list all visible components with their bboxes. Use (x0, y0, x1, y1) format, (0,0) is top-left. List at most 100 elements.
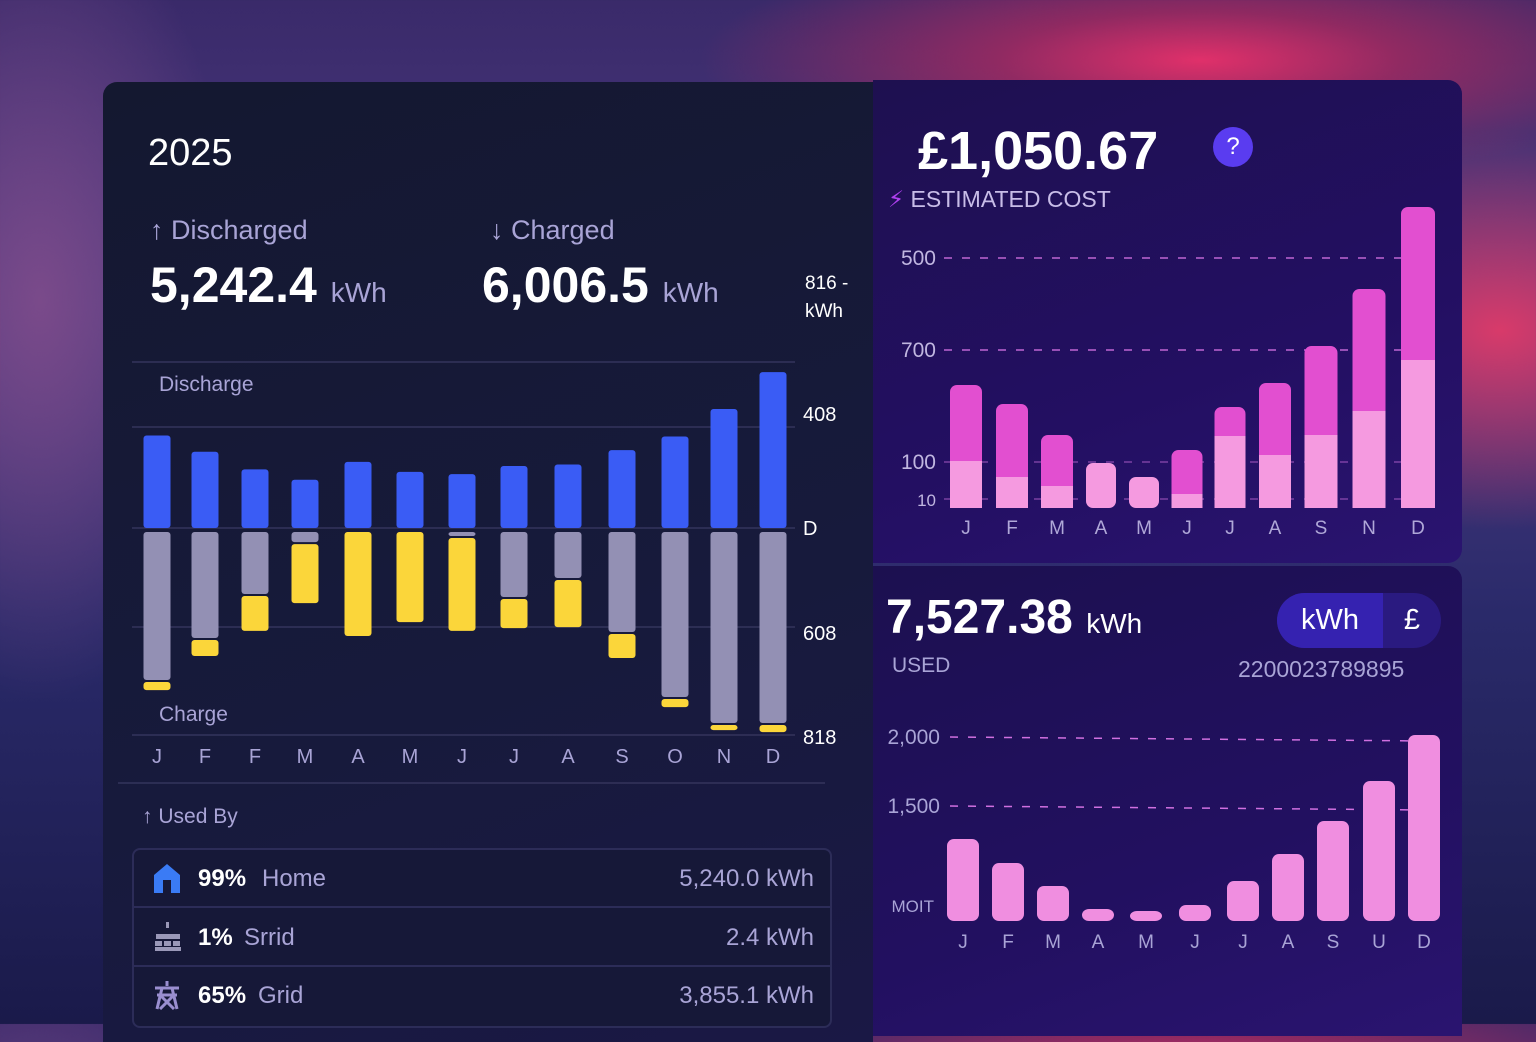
x-tick-label: A (351, 746, 365, 768)
unit-toggle: kWh £ (1277, 593, 1441, 648)
usage-unit: kWh (1086, 608, 1143, 639)
cost-bar-segment (1041, 435, 1073, 494)
cost-bar-segment (1401, 360, 1435, 508)
toggle-kwh[interactable]: kWh (1277, 593, 1383, 648)
usage-label: USED (892, 654, 951, 677)
x-tick-label: D (1411, 518, 1425, 539)
year-title[interactable]: 2025 (148, 132, 233, 174)
x-tick-label: M (1049, 518, 1065, 539)
usage-value: 5,240.0 kWh (679, 865, 814, 892)
help-button[interactable]: ? (1213, 127, 1253, 167)
y-tick-label: MOIT (892, 897, 935, 916)
x-tick-label: O (667, 746, 683, 768)
usage-bar (1363, 780, 1395, 921)
discharge-bar (554, 464, 582, 528)
charge-grid-bar (500, 532, 528, 598)
x-tick-label: J (1225, 518, 1235, 539)
discharge-bar (710, 408, 738, 528)
cost-bar-segment (1352, 289, 1386, 419)
charge-grid-bar (241, 532, 269, 594)
cost-bar-segment (1214, 436, 1246, 508)
cost-bar-segment (1352, 411, 1386, 508)
discharge-bar (759, 372, 787, 528)
cost-bar-segment (1304, 346, 1338, 443)
usage-bar (1227, 881, 1259, 921)
charge-solar-bar (291, 544, 319, 604)
usage-bar (1130, 911, 1162, 921)
x-tick-label: J (509, 746, 519, 768)
cost-bar-segment (1171, 494, 1203, 508)
y-tick-label: 818 (803, 727, 836, 749)
y-tick-label: 2,000 (887, 726, 940, 749)
usage-percent: 1% (198, 924, 233, 951)
usage-bar (947, 839, 979, 921)
usage-name: Home (262, 865, 327, 892)
arrow-down-icon: ↓ (490, 215, 504, 245)
usage-name: Srrid (244, 924, 295, 951)
charge-grid-bar (291, 532, 319, 543)
y-tick-label: 500 (901, 247, 936, 270)
charge-grid-bar (759, 532, 787, 724)
usage-bar (992, 863, 1024, 921)
charge-solar-bar (448, 538, 476, 631)
cost-bar-segment (1129, 477, 1159, 508)
list-item[interactable]: 1% Srrid 2.4 kWh (134, 908, 830, 967)
cost-bar-segment (1304, 435, 1338, 508)
charge-solar-bar (710, 725, 738, 731)
charge-solar-bar (500, 599, 528, 629)
charge-solar-bar (191, 640, 219, 656)
x-tick-label: J (1190, 932, 1200, 953)
top-axis-unit: kWh (805, 301, 843, 322)
discharge-bar (661, 436, 689, 528)
cost-bar-segment (1086, 463, 1116, 508)
gridline (949, 805, 1431, 811)
y-tick-label: D (803, 518, 817, 540)
solar-panel-icon (155, 922, 181, 951)
y-tick-label: 10 (917, 491, 936, 510)
x-tick-label: S (615, 746, 628, 768)
usage-bar (1272, 854, 1304, 921)
x-tick-label: A (1269, 518, 1282, 539)
discharge-bar (191, 451, 219, 528)
usage-bar (1408, 734, 1440, 921)
discharge-bar (344, 461, 372, 528)
y-tick-label: 608 (803, 623, 836, 645)
charge-solar-bar (554, 580, 582, 628)
x-tick-label: M (1045, 932, 1061, 953)
x-tick-label: M (1138, 932, 1154, 953)
cost-label: ESTIMATED COST (910, 186, 1111, 212)
used-by-heading: ↑ Used By (142, 805, 238, 829)
charge-grid-bar (143, 532, 171, 681)
x-tick-label: D (1417, 932, 1431, 953)
discharged-unit: kWh (330, 277, 387, 308)
usage-value: 3,855.1 kWh (679, 982, 814, 1009)
discharge-bar (608, 450, 636, 528)
battery-chart: 408 D 608 818 J F F M A M J J A S O N D (118, 361, 836, 784)
usage-name: Grid (258, 982, 304, 1009)
y-tick-label: 100 (901, 451, 936, 474)
toggle-pound[interactable]: £ (1403, 604, 1421, 636)
usage-amount: 7,527.38 (886, 591, 1073, 644)
charge-grid-bar (554, 532, 582, 579)
home-icon (154, 864, 180, 893)
charge-solar-bar (344, 532, 372, 637)
x-tick-label: J (1182, 518, 1192, 539)
discharge-bar (241, 469, 269, 528)
usage-percent: 99% (198, 865, 247, 892)
charged-value: 6,006.5 (482, 257, 649, 313)
x-tick-label: J (961, 518, 971, 539)
x-tick-label: M (297, 746, 314, 768)
list-item[interactable]: 65% Grid 3,855.1 kWh (134, 967, 830, 1025)
x-tick-label: A (561, 746, 575, 768)
cost-bar-segment (1041, 486, 1073, 508)
top-axis-label: 816 - kWh (805, 273, 849, 322)
cost-bar-segment (996, 404, 1028, 485)
used-by-list: 99% Home 5,240.0 kWh 1% Srrid 2.4 kWh 65… (132, 848, 832, 1028)
cost-label-row: ⚡ ESTIMATED COST (888, 186, 1111, 213)
charge-solar-bar (241, 595, 269, 631)
discharged-total: 5,242.4 kWh (150, 256, 387, 314)
x-tick-label: J (457, 746, 467, 768)
x-tick-label: M (402, 746, 419, 768)
list-item[interactable]: 99% Home 5,240.0 kWh (134, 850, 830, 908)
